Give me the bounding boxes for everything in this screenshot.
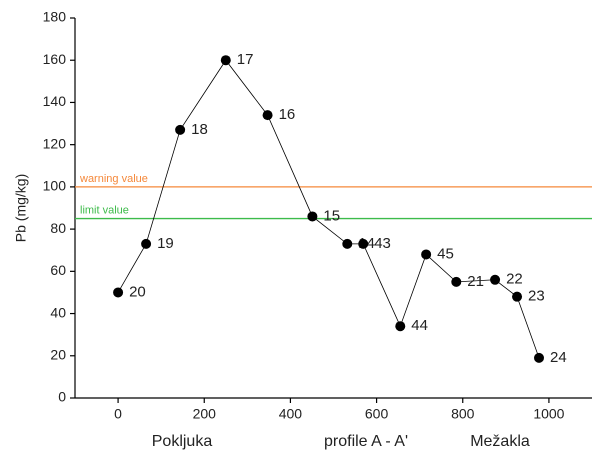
y-tick-label: 40 [50,304,66,320]
y-tick-label: 60 [50,262,66,278]
y-tick-label: 80 [50,220,66,236]
y-tick-label: 120 [43,135,67,151]
point-label: 45 [437,245,454,262]
data-point [512,291,523,302]
point-label: 22 [506,271,523,288]
x-tick-label: 0 [114,406,122,422]
point-label: 20 [129,283,146,300]
data-point [220,55,231,66]
point-label: 24 [550,349,567,366]
data-point [490,274,501,285]
region-label: Mežakla [470,433,530,450]
data-point [141,238,152,249]
x-tick-label: 200 [193,406,217,422]
data-point [358,238,369,249]
point-label: 23 [528,288,545,305]
y-tick-label: 140 [43,93,67,109]
data-point [342,238,353,249]
point-label: 21 [467,273,484,290]
data-point [534,352,545,363]
point-label: 44 [411,317,428,334]
data-point [421,249,432,260]
data-point [451,276,462,287]
data-point [395,321,406,332]
data-point [307,211,318,222]
data-point [113,287,124,298]
y-axis-label: Pb (mg/kg) [13,174,29,242]
x-tick-label: 600 [365,406,389,422]
x-tick-label: 800 [451,406,475,422]
region-label: Pokljuka [152,433,213,450]
point-label: 43 [374,235,391,252]
reference-label: warning value [79,173,148,185]
x-tick-label: 1000 [533,406,564,422]
y-tick-label: 100 [43,178,67,194]
reference-label: limit value [80,204,129,216]
region-label: profile A - A' [324,433,408,450]
point-label: 17 [237,51,254,68]
data-point [175,124,186,135]
data-line [117,59,540,359]
y-tick-label: 180 [43,9,67,25]
point-label: 18 [191,121,208,138]
y-tick-label: 20 [50,346,66,362]
point-label: 15 [323,207,340,224]
x-tick-label: 400 [279,406,303,422]
y-tick-label: 160 [43,51,67,67]
point-label: 19 [157,235,174,252]
point-label: 16 [279,106,296,123]
data-point [262,110,273,121]
y-tick-label: 0 [58,389,66,405]
